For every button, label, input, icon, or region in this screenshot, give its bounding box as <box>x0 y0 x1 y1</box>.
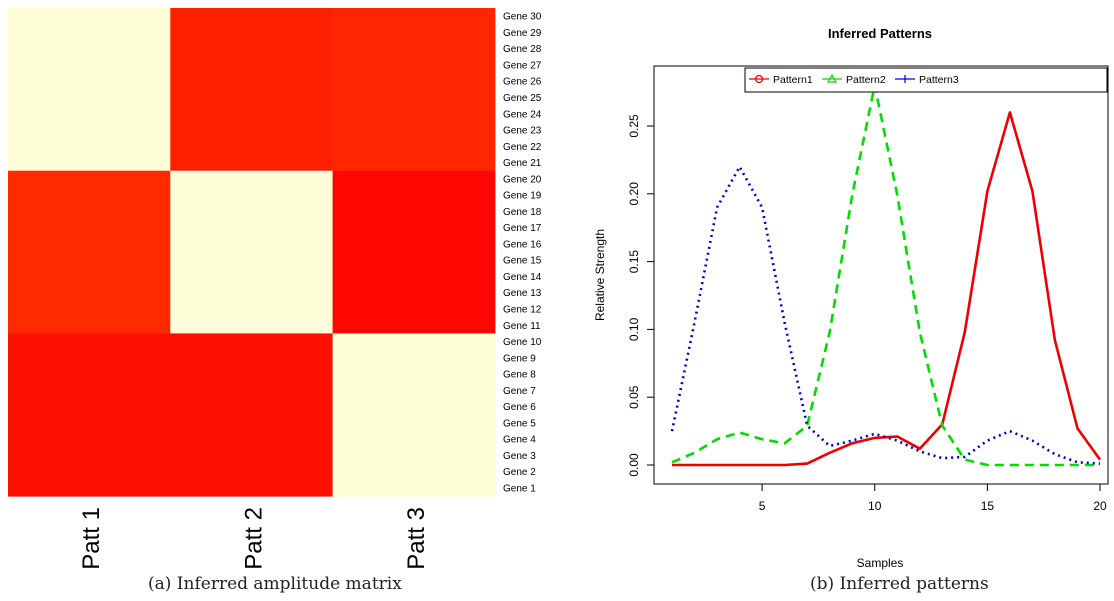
series-line-pattern2 <box>671 84 1100 467</box>
heatmap-cell <box>170 333 334 497</box>
x-tick-label: 20 <box>1093 499 1107 513</box>
row-label: Gene 9 <box>503 353 536 364</box>
caption-b: (b) Inferred patterns <box>810 574 989 594</box>
heatmap-cell <box>332 333 496 497</box>
y-tick-label: 0.05 <box>627 385 641 409</box>
heatmap-panel: Gene 30 Gene 29 Gene 28 Gene 27 Gene 26 Gene … <box>8 8 542 570</box>
heatmap-cell <box>332 170 496 334</box>
row-label: Gene 1 <box>503 483 536 494</box>
figure: Gene 30 Gene 29 Gene 28 Gene 27 Gene 26 Gene … <box>8 8 1109 570</box>
row-label: Gene 15 <box>503 256 542 267</box>
legend-marker <box>826 73 838 83</box>
row-label: Gene 26 <box>503 77 542 88</box>
row-label: Gene 29 <box>503 28 542 39</box>
x-tick-label: 5 <box>759 499 766 513</box>
y-tick-label: 0.00 <box>627 453 641 477</box>
row-label: Gene 24 <box>503 109 542 120</box>
row-label: Gene 18 <box>503 207 542 218</box>
y-tick-label: 0.15 <box>627 250 641 274</box>
row-label: Gene 25 <box>503 93 542 104</box>
x-tick-label: 10 <box>868 499 882 513</box>
column-label: Patt 2 <box>240 507 267 570</box>
column-label: Patt 3 <box>403 507 430 570</box>
series-line-pattern3 <box>670 165 1101 465</box>
heatmap-cell <box>8 333 171 497</box>
row-label: Gene 4 <box>503 435 536 446</box>
legend-marker <box>754 74 764 84</box>
y-axis-label: Relative Strength <box>593 229 607 321</box>
row-label: Gene 19 <box>503 191 542 202</box>
row-label: Gene 11 <box>503 321 541 332</box>
series-line-pattern1 <box>672 111 1102 467</box>
row-label: Gene 14 <box>503 272 542 283</box>
heatmap-cell <box>8 170 171 334</box>
row-label: Gene 28 <box>503 44 542 55</box>
legend-box <box>744 67 1108 93</box>
row-label: Gene 5 <box>503 418 536 429</box>
row-label: Gene 12 <box>503 304 542 315</box>
legend-label: Pattern1 <box>773 74 813 86</box>
row-label: Gene 3 <box>503 451 536 462</box>
y-tick-label: 0.20 <box>627 182 641 206</box>
row-label: Gene 20 <box>503 174 542 185</box>
row-label: Gene 7 <box>503 386 536 397</box>
row-label: Gene 16 <box>503 239 542 250</box>
column-labels: Patt 1 Patt 2 Patt 3 <box>78 507 430 570</box>
x-tick-label: 15 <box>981 499 995 513</box>
heatmap-cell <box>170 170 334 334</box>
row-label: Gene 13 <box>503 288 542 299</box>
x-axis-label: Samples <box>857 556 904 570</box>
row-label: Gene 10 <box>503 337 542 348</box>
y-tick-label: 0.25 <box>627 114 641 138</box>
row-label: Gene 8 <box>503 370 536 381</box>
y-tick-label: 0.10 <box>627 317 641 341</box>
row-label: Gene 23 <box>503 126 542 137</box>
caption-a: (a) Inferred amplitude matrix <box>148 574 402 594</box>
row-label: Gene 27 <box>503 60 542 71</box>
line-chart-panel: Inferred Patterns 5 10 15 20 0.00 0.05 0.10 0.15… <box>593 26 1109 570</box>
chart-title: Inferred Patterns <box>828 26 932 41</box>
legend: Pattern1 Pattern2 Pattern3 <box>744 67 1108 93</box>
heatmap-cell <box>170 8 334 172</box>
legend-label: Pattern2 <box>846 74 886 86</box>
heatmap-cell <box>332 8 496 172</box>
row-label: Gene 6 <box>503 402 536 413</box>
column-label: Patt 1 <box>78 507 105 570</box>
row-label: Gene 30 <box>503 12 542 23</box>
plot-frame <box>653 65 1109 485</box>
legend-label: Pattern3 <box>919 74 959 86</box>
heatmap-cell <box>8 8 171 172</box>
row-label: Gene 21 <box>503 158 542 169</box>
row-label: Gene 2 <box>503 467 536 478</box>
row-label: Gene 17 <box>503 223 542 234</box>
row-label: Gene 22 <box>503 142 542 153</box>
